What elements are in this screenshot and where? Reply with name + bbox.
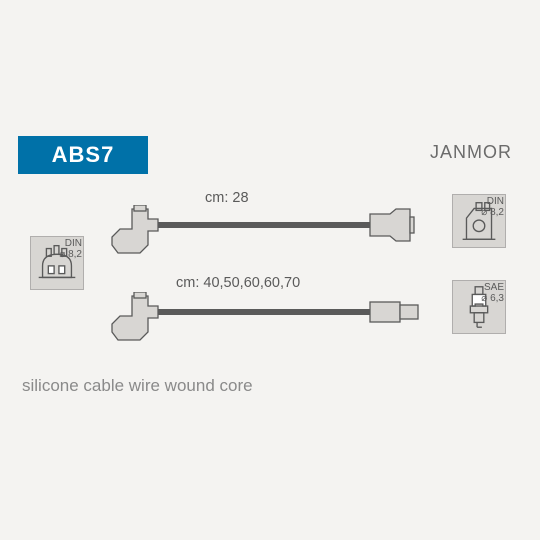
spec-rb-diameter: ⌀ 6,3 (481, 293, 504, 304)
spec-left-label: DIN ⌀ 8,2 (58, 238, 82, 260)
spec-rt-diameter: ⌀ 8,2 (481, 207, 504, 218)
diagram-canvas: ABS7 JANMOR cm: 28 cm: 40,50,60,60,70 (0, 0, 540, 540)
cable2-length-label: cm: 40,50,60,60,70 (176, 275, 300, 291)
product-description: silicone cable wire wound core (22, 376, 253, 396)
spec-rb-standard: SAE (484, 282, 504, 293)
product-code-badge: ABS7 (18, 136, 148, 174)
spec-left-diameter: ⌀ 8,2 (59, 249, 82, 260)
spec-left-standard: DIN (65, 238, 82, 249)
product-code: ABS7 (52, 142, 115, 168)
spec-rt-standard: DIN (487, 196, 504, 207)
spec-rb-label: SAE ⌀ 6,3 (480, 282, 504, 304)
cable2-drawing (110, 292, 430, 352)
brand-label: JANMOR (430, 142, 512, 163)
cable1-drawing (110, 205, 430, 265)
cable1-length-label: cm: 28 (205, 190, 249, 206)
spec-rt-label: DIN ⌀ 8,2 (480, 196, 504, 218)
